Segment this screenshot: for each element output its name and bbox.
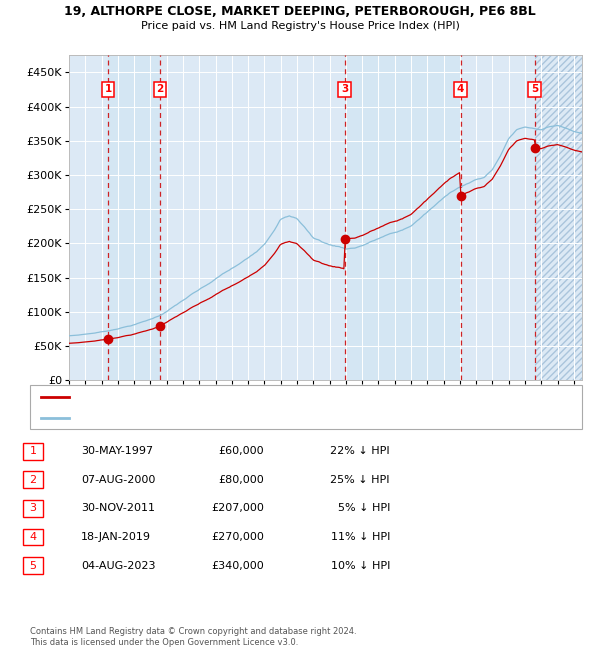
Text: 30-NOV-2011: 30-NOV-2011 <box>81 504 155 514</box>
Text: Price paid vs. HM Land Registry's House Price Index (HPI): Price paid vs. HM Land Registry's House … <box>140 21 460 31</box>
Text: £80,000: £80,000 <box>218 475 264 485</box>
Text: 5: 5 <box>531 84 538 94</box>
Text: Contains HM Land Registry data © Crown copyright and database right 2024.
This d: Contains HM Land Registry data © Crown c… <box>30 627 356 647</box>
Text: 19, ALTHORPE CLOSE, MARKET DEEPING, PETERBOROUGH, PE6 8BL (detached house): 19, ALTHORPE CLOSE, MARKET DEEPING, PETE… <box>73 392 459 401</box>
Text: 22% ↓ HPI: 22% ↓ HPI <box>331 447 390 456</box>
Text: 04-AUG-2023: 04-AUG-2023 <box>81 561 155 571</box>
Text: £340,000: £340,000 <box>211 561 264 571</box>
Text: 5% ↓ HPI: 5% ↓ HPI <box>338 504 390 514</box>
Text: 5: 5 <box>29 561 37 571</box>
Text: 11% ↓ HPI: 11% ↓ HPI <box>331 532 390 542</box>
Bar <box>108 55 160 380</box>
Text: £207,000: £207,000 <box>211 504 264 514</box>
Text: 4: 4 <box>29 532 37 542</box>
Text: 10% ↓ HPI: 10% ↓ HPI <box>331 561 390 571</box>
Text: 18-JAN-2019: 18-JAN-2019 <box>81 532 151 542</box>
Text: 30-MAY-1997: 30-MAY-1997 <box>81 447 153 456</box>
Text: 2: 2 <box>157 84 164 94</box>
Text: HPI: Average price, detached house, South Kesteven: HPI: Average price, detached house, Sout… <box>73 414 311 423</box>
Text: £270,000: £270,000 <box>211 532 264 542</box>
Bar <box>535 55 582 380</box>
Text: 07-AUG-2000: 07-AUG-2000 <box>81 475 155 485</box>
Text: 3: 3 <box>341 84 348 94</box>
Text: 1: 1 <box>29 447 37 456</box>
Text: 19, ALTHORPE CLOSE, MARKET DEEPING, PETERBOROUGH, PE6 8BL: 19, ALTHORPE CLOSE, MARKET DEEPING, PETE… <box>64 5 536 18</box>
Text: 2: 2 <box>29 475 37 485</box>
Text: 25% ↓ HPI: 25% ↓ HPI <box>331 475 390 485</box>
Text: 1: 1 <box>104 84 112 94</box>
Text: £60,000: £60,000 <box>218 447 264 456</box>
Text: 4: 4 <box>457 84 464 94</box>
Bar <box>344 55 461 380</box>
Text: 3: 3 <box>29 504 37 514</box>
